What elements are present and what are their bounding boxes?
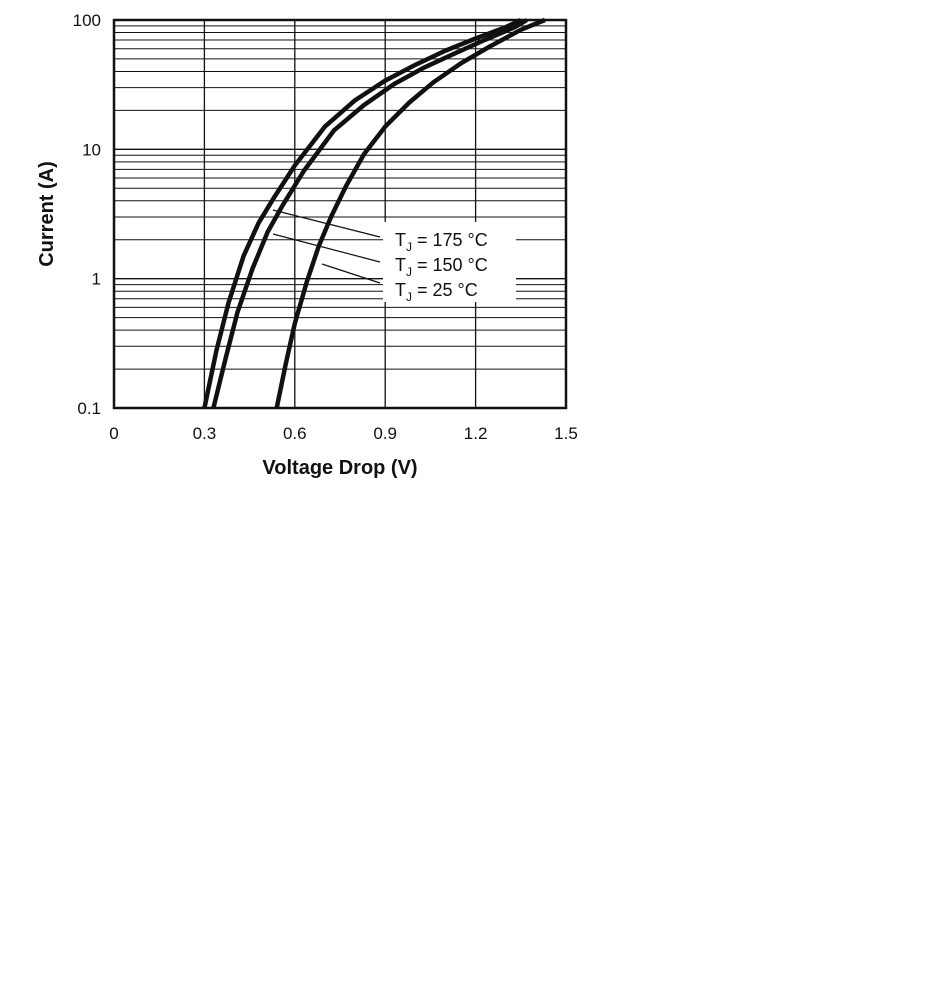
series-line bbox=[202, 17, 522, 409]
y-tick-labels: 0.1 1 10 100 bbox=[73, 11, 101, 418]
x-tick-label: 0.6 bbox=[283, 424, 307, 443]
legend-backdrop bbox=[383, 222, 516, 302]
y-tick-label: 10 bbox=[82, 140, 101, 159]
x-tick-label: 1.2 bbox=[464, 424, 488, 443]
plot-frame bbox=[112, 18, 568, 410]
y-tick-label: 100 bbox=[73, 11, 101, 30]
x-axis-title: Voltage Drop (V) bbox=[262, 457, 417, 479]
legend-leader-line bbox=[321, 263, 381, 284]
legend-label: TJ = 175 °C bbox=[395, 230, 488, 254]
y-tick-label: 0.1 bbox=[77, 399, 101, 418]
legend-leader-line bbox=[272, 233, 381, 263]
x-tick-label: 0.3 bbox=[193, 424, 217, 443]
x-tick-label: 0 bbox=[109, 424, 118, 443]
series-lines bbox=[202, 17, 546, 409]
series-legend: TJ = 175 °CTJ = 150 °CTJ = 25 °C bbox=[272, 209, 516, 304]
y-axis-title: Current (A) bbox=[36, 161, 58, 267]
y-tick-label: 1 bbox=[92, 270, 101, 289]
x-tick-label: 0.9 bbox=[373, 424, 397, 443]
legend-label: TJ = 150 °C bbox=[395, 255, 488, 279]
series-line bbox=[274, 17, 546, 409]
x-tick-labels: 0 0.3 0.6 0.9 1.2 1.5 bbox=[109, 424, 578, 443]
legend-label: TJ = 25 °C bbox=[395, 280, 478, 304]
grid-lines bbox=[113, 20, 567, 409]
x-tick-label: 1.5 bbox=[554, 424, 578, 443]
series-line bbox=[211, 18, 528, 409]
legend-leader-line bbox=[272, 209, 381, 238]
